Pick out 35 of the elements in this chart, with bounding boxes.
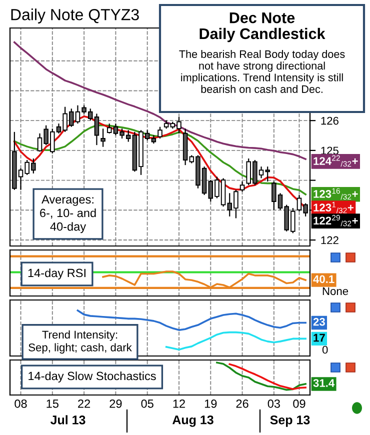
annotation: Averages: 6-, 10- and 40-day (40, 195, 96, 234)
y-tick-label: 122 (321, 236, 338, 244)
text: Jul 13 (50, 415, 86, 424)
x-tick-label: 22 (78, 399, 90, 408)
chart-title: Daily Note QTYZ3 (11, 8, 139, 24)
annotation: Trend Intensity: Sep, light; cash, dark (28, 330, 132, 354)
annotation: 14-day Slow Stochastics (28, 371, 156, 383)
x-tick-label: 03 (268, 399, 280, 408)
text: 122$^{29}$$_{/32}$+ (314, 214, 358, 226)
annotation: 14-day RSI (28, 268, 86, 280)
annotation: Dec Note Daily Candlestick (200, 12, 326, 42)
text: None (322, 287, 348, 296)
x-tick-label: 08 (14, 399, 27, 408)
x-tick-label: 26 (236, 399, 248, 408)
text: 40.1 (313, 275, 334, 284)
annotation: The bearish Real Body today does not have strong directional implications. Trend Intensity is still bearish on cash and Dec. (179, 50, 345, 93)
x-tick-label: 09 (293, 399, 306, 408)
x-tick-label: 15 (46, 400, 58, 408)
x-tick-label: 19 (204, 399, 217, 408)
x-tick-label: 12 (173, 399, 185, 408)
text: 23 (313, 318, 325, 326)
text: 17 (314, 334, 325, 342)
candlestick (240, 180, 245, 192)
y-tick-label: 126 (321, 116, 338, 125)
candlestick (158, 126, 162, 140)
text: 0 (322, 346, 328, 354)
x-tick-label: 05 (141, 399, 154, 408)
x-tick-label: 29 (110, 399, 122, 408)
text: 123$^{1}$$_{/32}$+ (314, 202, 354, 214)
text: Aug 13 (172, 415, 214, 427)
text: Sep 13 (270, 416, 310, 427)
candlestick (100, 128, 106, 148)
text: 123$^{16}$$_{/32}$+ (314, 188, 358, 200)
text: 124$^{22}$$_{/32}$+ (314, 155, 358, 167)
text: 31.4 (313, 379, 335, 387)
